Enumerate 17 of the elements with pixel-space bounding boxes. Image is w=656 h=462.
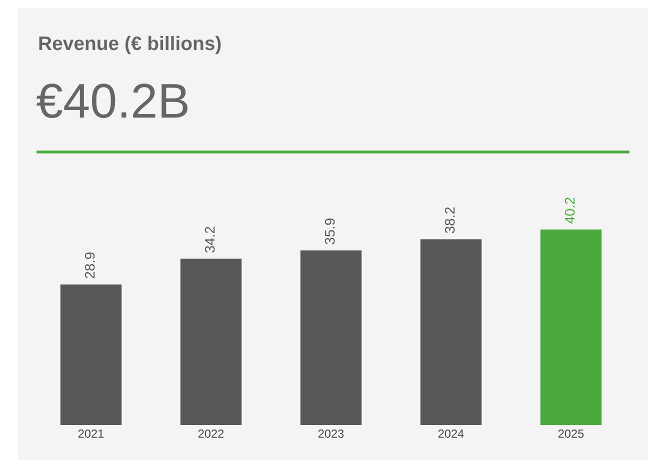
data-label: 35.9 bbox=[324, 218, 335, 244]
bar bbox=[540, 230, 602, 425]
chart-title: Revenue (€ billions) bbox=[39, 36, 221, 54]
x-tick-label: 2021 bbox=[78, 429, 104, 438]
bar bbox=[420, 239, 482, 425]
bar bbox=[180, 258, 242, 425]
data-label: 28.9 bbox=[84, 252, 95, 278]
x-tick-label: 2023 bbox=[318, 429, 344, 438]
data-label: 40.2 bbox=[564, 198, 575, 224]
data-label: 34.2 bbox=[204, 226, 215, 253]
data-label: 38.2 bbox=[444, 207, 455, 234]
bar bbox=[300, 250, 362, 425]
chart-subtitle: €40.2B bbox=[36, 84, 188, 118]
x-tick-label: 2024 bbox=[438, 429, 464, 438]
x-tick-label: 2025 bbox=[558, 429, 584, 438]
bar bbox=[60, 284, 122, 425]
x-tick-label: 2022 bbox=[198, 429, 224, 438]
